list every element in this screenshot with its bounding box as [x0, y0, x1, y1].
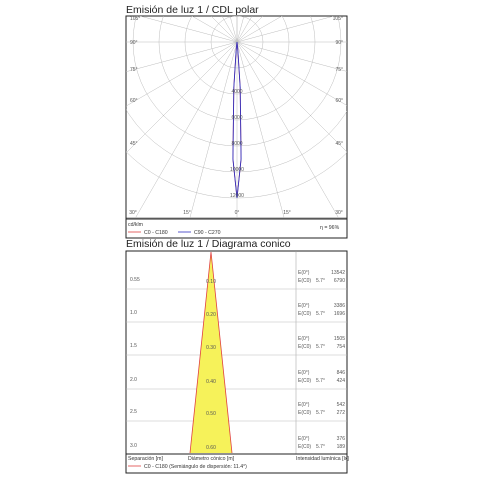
- radial-tick-label: 4000: [231, 89, 242, 95]
- angle-label-right: 45°: [335, 141, 343, 147]
- e-center-value: 3386: [334, 303, 345, 309]
- e-center-label: E(0°): [298, 436, 310, 442]
- e-center-label: E(0°): [298, 336, 310, 342]
- cone-grid: [126, 288, 347, 422]
- half-angle-label: 5.7°: [316, 444, 325, 450]
- polar-spoke: [189, 41, 238, 218]
- half-angle-label: 5.7°: [316, 311, 325, 317]
- e-c0-label: E(C0): [298, 278, 311, 284]
- polar-spoke: [236, 41, 285, 218]
- cone-distance-label: 2.5: [130, 409, 137, 415]
- e-center-label: E(0°): [298, 402, 310, 408]
- polar-spoke: [126, 41, 238, 154]
- series-c90-c270: [232, 41, 242, 199]
- polar-spoke: [126, 41, 238, 107]
- e-c0-label: E(C0): [298, 410, 311, 416]
- cone-diameter-label: 0.50: [206, 411, 216, 417]
- angle-label-left: 90°: [130, 40, 138, 46]
- angle-label-right: 90°: [335, 40, 343, 46]
- cone-distance-label: 2.0: [130, 377, 137, 383]
- radial-tick-label: 6000: [231, 115, 242, 121]
- e-c0-value: 6790: [334, 278, 345, 284]
- angle-label-left: 45°: [130, 141, 138, 147]
- half-angle-label: 5.7°: [316, 410, 325, 416]
- radial-tick-label: 12000: [230, 193, 244, 199]
- xlabel-intensity: Intensidad lumínica [lx]: [296, 456, 349, 462]
- e-center-value: 13542: [331, 270, 345, 276]
- radial-tick-label: 8000: [231, 141, 242, 147]
- e-c0-value: 272: [337, 410, 346, 416]
- polar-spoke: [236, 41, 347, 72]
- e-center-label: E(0°): [298, 370, 310, 376]
- cone-distance-label: 3.0: [130, 443, 137, 449]
- polar-labels: 4000 6000 8000 10000 12000 105° 90° 75° 60° 45° 10…: [129, 16, 343, 216]
- e-c0-value: 754: [337, 344, 346, 350]
- polar-spoke: [126, 41, 238, 73]
- half-angle-label: 5.7°: [316, 278, 325, 284]
- e-center-value: 376: [337, 436, 346, 442]
- polar-legend-box: [125, 218, 348, 239]
- e-center-label: E(0°): [298, 270, 310, 276]
- e-c0-label: E(C0): [298, 378, 311, 384]
- polar-spoke: [236, 16, 335, 43]
- half-angle-label: 5.7°: [316, 344, 325, 350]
- polar-spoke: [139, 16, 238, 43]
- polar-spoke: [135, 41, 238, 218]
- angle-label-bottom: 30°: [335, 210, 343, 216]
- cone-distance-label: 1.5: [130, 343, 137, 349]
- angle-label-right: 75°: [335, 67, 343, 73]
- polar-spoke: [236, 41, 339, 218]
- polar-spoke: [236, 41, 347, 106]
- radial-tick-label: 10000: [230, 167, 244, 173]
- cone-frame: [125, 250, 348, 455]
- e-center-value: 1505: [334, 336, 345, 342]
- angle-label-right: 60°: [335, 98, 343, 104]
- cone-labels: 0.55 0.10 E(0°) E(C0) 5.7° 13542 6790 1.0 0.20 E(…: [130, 270, 345, 451]
- xlabel-separation: Separación [m]: [128, 456, 163, 462]
- angle-label-left: 105°: [130, 16, 140, 22]
- legend-c0-label: C0 - C180: [144, 230, 168, 236]
- cone-diameter-label: 0.10: [206, 279, 216, 285]
- efficiency-label: η = 96%: [320, 225, 340, 231]
- angle-label-bottom: 15°: [283, 210, 291, 216]
- e-c0-label: E(C0): [298, 444, 311, 450]
- polar-curves: [232, 41, 242, 199]
- cone-legend-label: C0 - C180 (Semiángulo de dispersión: 11.…: [144, 464, 247, 470]
- cone-edge: [189, 251, 233, 454]
- e-c0-value: 189: [337, 444, 346, 450]
- cone-diameter-label: 0.60: [206, 445, 216, 451]
- cone-legend-box: [125, 453, 348, 474]
- e-c0-value: 1696: [334, 311, 345, 317]
- cone-area: [190, 252, 232, 453]
- cone-diameter-label: 0.40: [206, 379, 216, 385]
- cone-distance-label: 0.55: [130, 277, 140, 283]
- cone-diameter-label: 0.30: [206, 345, 216, 351]
- cone-title: Emisión de luz 1 / Diagrama conico: [126, 238, 291, 250]
- angle-label-bottom: 15°: [183, 210, 191, 216]
- e-c0-label: E(C0): [298, 344, 311, 350]
- e-c0-value: 424: [337, 378, 346, 384]
- xlabel-diameter: Diámetro cónico [m]: [188, 456, 235, 462]
- legend-c90-label: C90 - C270: [194, 230, 221, 236]
- e-center-label: E(0°): [298, 303, 310, 309]
- cone-diameter-label: 0.20: [206, 312, 216, 318]
- angle-label-bottom: 30°: [129, 210, 137, 216]
- angle-label-right: 105°: [333, 16, 343, 22]
- cone-distance-label: 1.0: [130, 310, 137, 316]
- half-angle-label: 5.7°: [316, 378, 325, 384]
- polar-title: Emisión de luz 1 / CDL polar: [126, 4, 259, 16]
- e-c0-label: E(C0): [298, 311, 311, 317]
- angle-label-left: 60°: [130, 98, 138, 104]
- angle-label-bottom: 0°: [235, 210, 240, 216]
- polar-spoke: [236, 41, 347, 153]
- e-center-value: 542: [337, 402, 346, 408]
- polar-unit: cd/klm: [128, 222, 143, 228]
- e-center-value: 846: [337, 370, 346, 376]
- angle-label-left: 75°: [130, 67, 138, 73]
